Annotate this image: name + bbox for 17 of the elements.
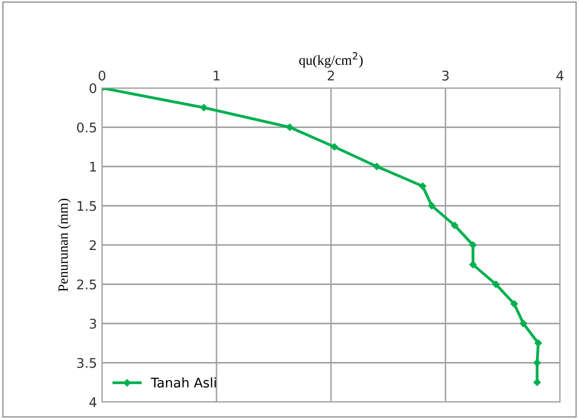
- x-tick-label: 4: [556, 70, 564, 80]
- x-tick-label: 3: [442, 70, 449, 81]
- y-tick-label: 0.5: [77, 122, 96, 132]
- y-axis-title: Penurunan (mm): [58, 198, 71, 292]
- y-tick-label: 4: [89, 397, 96, 408]
- y-tick-label: 3.5: [77, 358, 96, 368]
- y-tick-label: 1: [90, 162, 96, 172]
- x-tick-label: 0: [98, 70, 106, 81]
- x-axis-title: qu(kg/cm$^{2}$): [299, 52, 363, 68]
- x-tick-label: 2: [328, 70, 334, 80]
- x-tick-label: 1: [214, 70, 220, 80]
- y-tick-label: 0: [90, 83, 96, 94]
- y-tick-label: 2: [90, 240, 96, 250]
- y-tick-label: 1.5: [78, 201, 96, 211]
- legend-label: Tanah Asli: [150, 377, 216, 388]
- y-tick-label: 3: [90, 318, 96, 329]
- y-tick-label: 2.5: [77, 279, 96, 290]
